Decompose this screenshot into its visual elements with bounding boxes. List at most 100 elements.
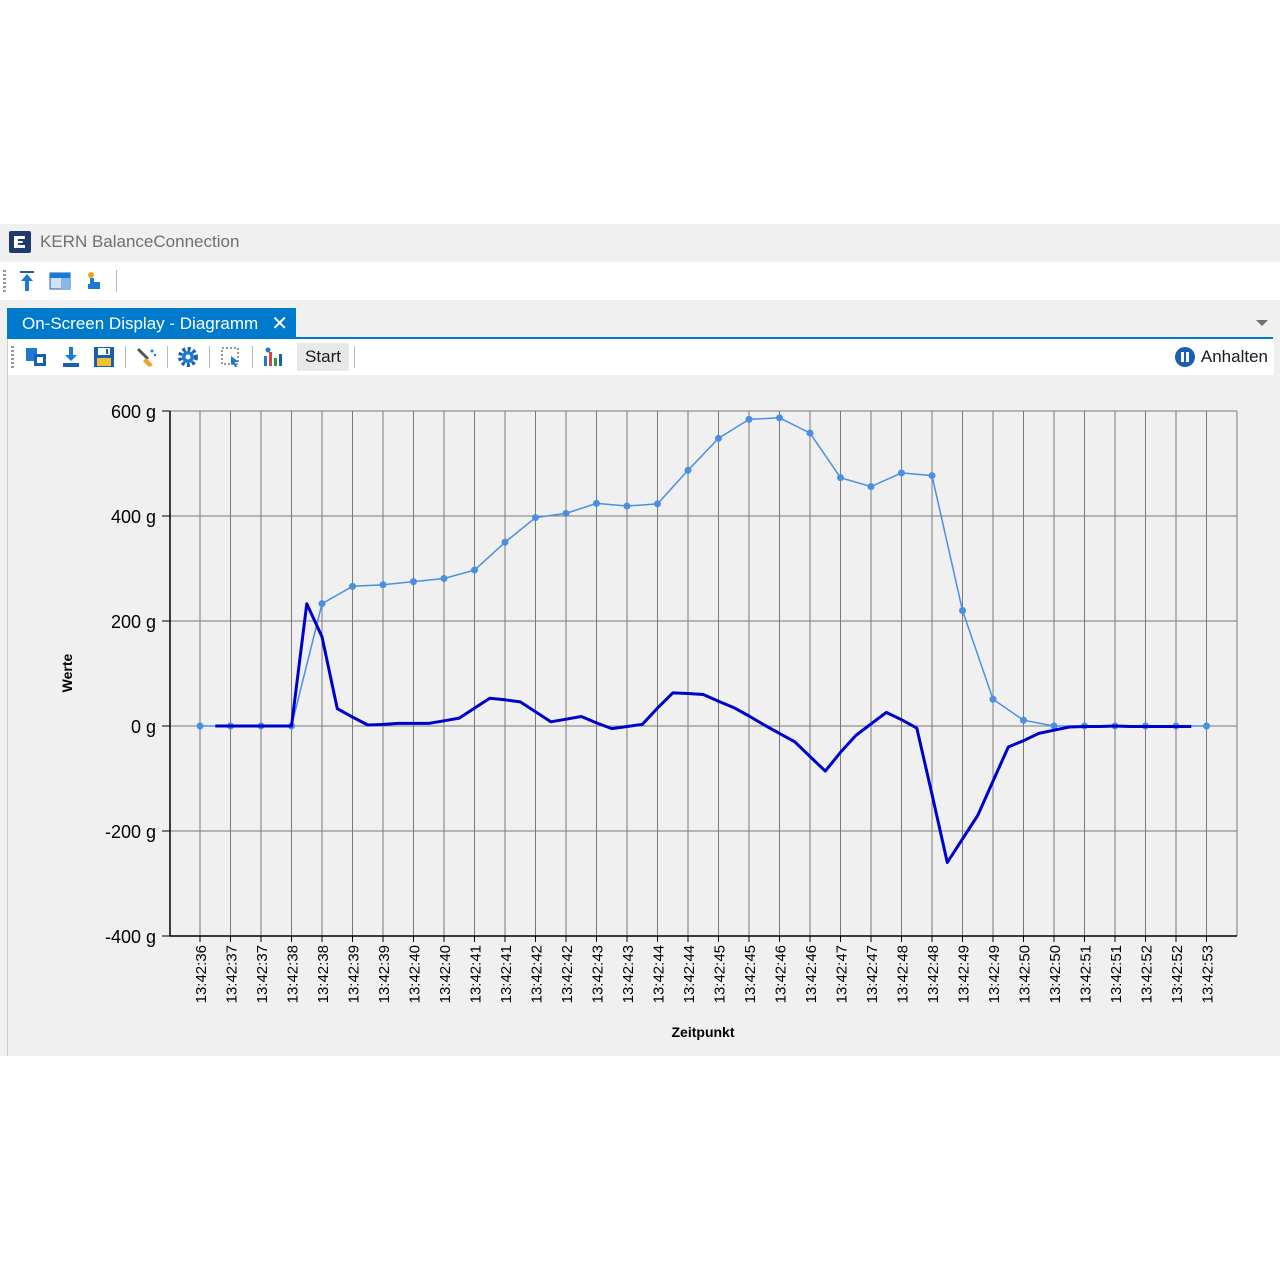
x-tick-label: 13:42:40 <box>437 945 454 1003</box>
x-tick-label: 13:42:37 <box>254 945 271 1003</box>
toolbar-separator <box>167 346 168 368</box>
x-tick-label: 13:42:44 <box>651 945 668 1003</box>
series-line-light <box>200 417 1207 727</box>
x-tick-label: 13:42:47 <box>834 945 851 1003</box>
toolbar-separator <box>116 270 117 292</box>
x-tick-label: 13:42:41 <box>498 945 515 1003</box>
x-tick-label: 13:42:49 <box>956 945 973 1003</box>
x-tick-label: 13:42:39 <box>376 945 393 1003</box>
x-tick-label: 13:42:48 <box>895 945 912 1003</box>
toolbar-separator <box>354 346 355 368</box>
series-point <box>715 434 722 442</box>
series-point <box>654 500 661 508</box>
series-point <box>623 502 631 510</box>
toolbar-separator <box>125 346 126 368</box>
series-point <box>501 538 509 546</box>
tab-label: On-Screen Display - Diagramm <box>22 314 259 333</box>
x-tick-label: 13:42:51 <box>1078 945 1095 1003</box>
series-point <box>349 582 356 590</box>
x-tick-label: 13:42:42 <box>529 945 546 1003</box>
series-point <box>471 566 478 574</box>
x-tick-label: 13:42:45 <box>742 945 759 1003</box>
y-tick-label: 0 g <box>131 717 156 737</box>
series-point <box>593 499 600 507</box>
series-point <box>562 509 570 517</box>
y-tick-label: -200 g <box>105 822 156 842</box>
x-tick-label: 13:42:44 <box>681 945 698 1003</box>
series-point <box>1203 722 1210 730</box>
series-point <box>684 466 692 474</box>
series-point <box>867 483 875 491</box>
series-point <box>837 474 844 482</box>
series-point <box>928 472 936 480</box>
x-tick-label: 13:42:45 <box>712 945 729 1003</box>
y-tick-label: 600 g <box>111 402 156 422</box>
series-point <box>1050 722 1058 730</box>
toolbar-grip[interactable] <box>3 270 6 292</box>
chevron-down-icon[interactable] <box>1256 320 1268 326</box>
series-point <box>745 415 753 423</box>
download-icon[interactable] <box>59 345 83 369</box>
toolbar-grip[interactable] <box>11 346 14 368</box>
toolbar-separator <box>252 346 253 368</box>
x-tick-label: 13:42:41 <box>468 945 485 1003</box>
series-point <box>776 414 783 422</box>
pause-label: Anhalten <box>1200 347 1268 366</box>
clear-brush-icon[interactable] <box>134 345 158 369</box>
series-point <box>898 469 905 477</box>
x-tick-label: 13:42:50 <box>1047 945 1064 1003</box>
x-tick-label: 13:42:49 <box>986 945 1003 1003</box>
x-tick-label: 13:42:48 <box>925 945 942 1003</box>
series-point <box>1020 716 1027 724</box>
connect-devices-icon[interactable] <box>24 345 48 369</box>
x-tick-label: 13:42:47 <box>864 945 881 1003</box>
start-button[interactable]: Start <box>297 343 349 371</box>
x-tick-label: 13:42:36 <box>193 945 210 1003</box>
save-icon[interactable] <box>92 345 116 369</box>
pause-icon <box>1174 347 1195 367</box>
tab-strip-underline <box>7 337 1273 339</box>
tab-on-screen-display[interactable]: On-Screen Display - Diagramm ✕ <box>7 308 296 338</box>
series-point <box>318 600 326 608</box>
x-tick-label: 13:42:38 <box>315 945 332 1003</box>
series-point <box>196 722 204 730</box>
app-title: KERN BalanceConnection <box>40 232 240 251</box>
diagram-toolbar: Start Anhalten <box>8 339 1274 375</box>
x-tick-label: 13:42:37 <box>224 945 241 1003</box>
x-tick-label: 13:42:52 <box>1139 945 1156 1003</box>
chart-config-icon[interactable] <box>261 345 285 369</box>
x-tick-label: 13:42:43 <box>620 945 637 1003</box>
series-point <box>959 607 966 614</box>
x-tick-label: 13:42:38 <box>285 945 302 1003</box>
series-point <box>410 578 417 586</box>
y-tick-label: -400 g <box>105 927 156 947</box>
series-point <box>532 514 539 522</box>
series-point <box>440 574 448 582</box>
series-point <box>379 581 387 589</box>
main-toolbar <box>0 262 1280 300</box>
y-tick-label: 400 g <box>111 507 156 527</box>
x-tick-label: 13:42:51 <box>1108 945 1125 1003</box>
y-axis-title: Werte <box>59 653 75 692</box>
x-tick-label: 13:42:50 <box>1017 945 1034 1003</box>
series-line-dark <box>215 602 1192 864</box>
x-axis-title: Zeitpunkt <box>672 1024 735 1040</box>
kern-logo-icon <box>9 231 31 253</box>
x-tick-label: 13:42:52 <box>1169 945 1186 1003</box>
close-icon[interactable]: ✕ <box>271 313 288 335</box>
window-layout-icon[interactable] <box>48 269 72 293</box>
x-tick-label: 13:42:46 <box>773 945 790 1003</box>
y-tick-label: 200 g <box>111 612 156 632</box>
x-tick-label: 13:42:46 <box>803 945 820 1003</box>
upload-arrow-icon[interactable] <box>15 269 39 293</box>
x-tick-label: 13:42:42 <box>559 945 576 1003</box>
select-area-icon[interactable] <box>219 345 243 369</box>
x-tick-label: 13:42:53 <box>1200 945 1217 1003</box>
pause-button[interactable]: Anhalten <box>1174 344 1268 370</box>
x-tick-label: 13:42:43 <box>590 945 607 1003</box>
x-tick-label: 13:42:39 <box>346 945 363 1003</box>
settings-gear-icon[interactable] <box>176 345 200 369</box>
touch-pointer-icon[interactable] <box>82 269 106 293</box>
title-bar: KERN BalanceConnection <box>0 224 1280 262</box>
